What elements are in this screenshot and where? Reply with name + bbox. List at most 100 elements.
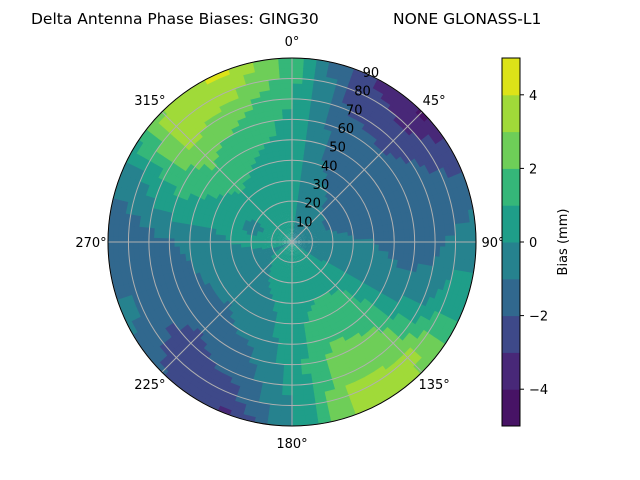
contour-cell: [164, 280, 174, 293]
contour-cell: [356, 224, 364, 231]
contour-cell: [312, 222, 319, 228]
contour-cell: [337, 400, 353, 410]
contour-cell: [282, 244, 288, 248]
contour-cell: [314, 228, 322, 233]
contour-cell: [266, 62, 281, 71]
contour-cell: [372, 365, 387, 378]
contour-cell: [419, 306, 431, 320]
contour-cell: [215, 114, 228, 126]
contour-cell: [293, 246, 297, 253]
contour-cell: [299, 296, 306, 304]
contour-cell: [299, 248, 305, 253]
contour-cell: [278, 180, 285, 188]
contour-cell: [299, 353, 310, 360]
contour-cell: [224, 243, 232, 250]
contour-cell: [293, 272, 298, 279]
contour-cell: [204, 399, 221, 412]
contour-cell: [447, 280, 457, 296]
contour-cell: [359, 390, 375, 402]
contour-cell: [225, 248, 232, 254]
contour-cell: [300, 301, 307, 309]
contour-cell: [402, 174, 413, 187]
contour-cell: [343, 354, 356, 365]
contour-cell: [229, 404, 245, 415]
contour-cell: [173, 111, 188, 125]
contour-cell: [272, 150, 281, 158]
contour-cell: [291, 77, 305, 85]
contour-cell: [265, 222, 272, 228]
contour-cell: [276, 219, 282, 226]
contour-cell: [369, 111, 384, 123]
contour-cell: [329, 254, 337, 260]
contour-cell: [432, 193, 442, 207]
contour-cell: [273, 321, 282, 329]
contour-cell: [292, 257, 296, 264]
polar-grid: [107, 57, 477, 427]
contour-cell: [112, 247, 120, 262]
contour-cell: [386, 386, 402, 400]
contour-cell: [303, 263, 309, 270]
contour-cell: [442, 190, 452, 205]
contour-cell: [302, 321, 311, 329]
contour-cell: [461, 284, 472, 300]
contour-cell: [161, 115, 176, 130]
contour-cell: [308, 252, 315, 257]
contour-cell: [289, 272, 293, 279]
theta-gridline: [161, 111, 293, 243]
contour-cell: [155, 187, 165, 201]
contour-cell: [291, 164, 298, 171]
contour-cell: [301, 93, 314, 101]
contour-cell: [275, 165, 283, 173]
contour-cell: [280, 159, 288, 167]
contour-cell: [291, 364, 302, 371]
contour-cell: [256, 230, 263, 235]
contour-cell: [443, 304, 455, 320]
contour-cell: [120, 198, 129, 214]
contour-cell: [238, 381, 252, 391]
contour-cell: [295, 226, 299, 233]
contour-cell: [306, 246, 313, 250]
contour-cell: [361, 395, 378, 407]
contour-cell: [174, 277, 184, 289]
contour-cell: [295, 251, 299, 258]
contour-cell: [332, 93, 346, 103]
contour-cell: [370, 384, 386, 397]
contour-cell: [248, 257, 256, 263]
contour-cell: [291, 277, 296, 284]
contour-cell: [260, 221, 267, 227]
contour-cell: [301, 165, 309, 173]
contour-cell: [240, 376, 254, 386]
contour-cell: [406, 299, 417, 312]
contour-cell: [304, 208, 310, 215]
contour-cell: [294, 221, 297, 228]
contour-cell: [423, 274, 432, 288]
contour-cell: [291, 338, 300, 345]
contour-cell: [403, 229, 411, 239]
contour-cell: [333, 353, 345, 363]
contour-cell: [357, 229, 364, 236]
contour-cell: [295, 245, 301, 250]
contour-cell: [192, 116, 206, 129]
colorbar-tick-label: 0: [529, 236, 537, 251]
contour-cell: [405, 134, 418, 149]
contour-cell: [243, 130, 255, 140]
contour-cell: [182, 366, 197, 380]
contour-cell: [443, 177, 454, 193]
theta-tick-label: 135°: [418, 378, 449, 393]
contour-cell: [293, 226, 296, 233]
contour-cell: [169, 193, 179, 205]
contour-cell: [301, 245, 308, 249]
contour-cell: [375, 102, 390, 115]
contour-cell: [277, 245, 283, 250]
contour-cell: [460, 271, 469, 287]
contour-cell: [298, 255, 302, 262]
contour-cell: [402, 253, 410, 264]
contour-cell: [388, 230, 395, 240]
contour-cell: [419, 187, 429, 201]
contour-cell: [314, 251, 322, 256]
contour-cell: [320, 251, 327, 256]
contour-cell: [437, 192, 447, 206]
contour-cell: [284, 144, 293, 151]
contour-cell: [351, 101, 365, 112]
contour-cell: [259, 255, 266, 261]
